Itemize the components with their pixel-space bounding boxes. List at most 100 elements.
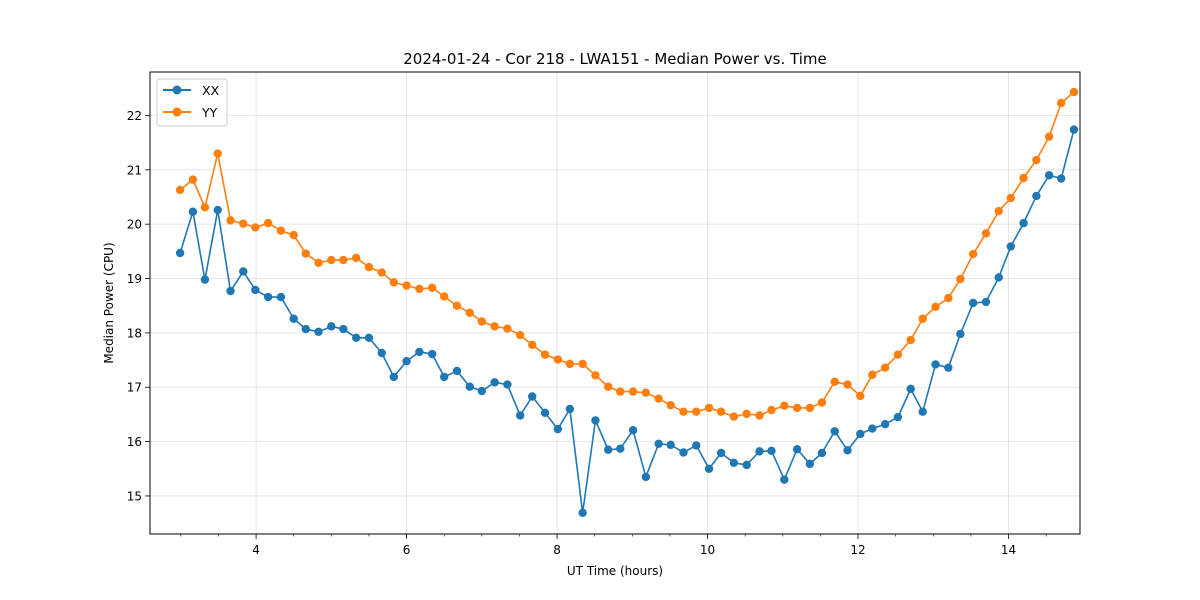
data-point-yy [805, 403, 815, 413]
data-point-yy [654, 394, 663, 403]
y-tick-label: 21 [127, 163, 142, 177]
data-point-xx [944, 363, 953, 372]
data-point-yy [931, 302, 940, 311]
y-axis-label: Median Power (CPU) [102, 242, 116, 363]
data-point-yy [503, 324, 512, 333]
legend-swatch-yy-marker [172, 107, 182, 117]
data-point-yy [780, 401, 789, 410]
data-point-yy [263, 218, 273, 228]
data-point-xx [427, 349, 437, 359]
data-point-xx [817, 448, 827, 458]
data-point-xx [314, 327, 323, 337]
y-tick-label: 18 [127, 326, 142, 340]
plot-frame [149, 71, 1081, 535]
data-point-xx [679, 448, 688, 457]
x-tick-label: 4 [252, 543, 260, 557]
data-point-yy [1044, 132, 1054, 141]
data-point-yy [188, 175, 198, 184]
y-tick-label: 22 [127, 109, 142, 123]
data-point-xx [742, 460, 751, 470]
data-point-xx [289, 314, 298, 323]
data-point-xx [591, 416, 600, 425]
data-point-yy [817, 398, 827, 407]
y-tick-label: 20 [127, 218, 142, 232]
data-point-xx [440, 372, 449, 382]
x-tick-label: 10 [700, 543, 715, 557]
data-point-yy [856, 391, 865, 401]
data-point-yy [880, 363, 890, 372]
data-point-xx [968, 298, 978, 308]
data-point-xx [805, 459, 815, 469]
data-point-xx [981, 297, 991, 307]
data-point-yy [968, 249, 978, 259]
data-point-yy [830, 377, 839, 387]
data-point-yy [553, 355, 563, 364]
axis-ticks: 4 6 8 10 12 14 15 16 17 18 19 20 21 22 [127, 109, 1047, 557]
data-point-xx [515, 411, 525, 420]
data-point-xx [641, 472, 651, 482]
data-point-xx [780, 475, 789, 484]
data-point-yy [402, 281, 411, 290]
data-point-yy [604, 382, 613, 391]
data-point-xx [628, 425, 638, 435]
data-point-xx [540, 408, 550, 417]
data-point-yy [175, 185, 185, 195]
y-tick-label: 17 [127, 381, 142, 395]
data-point-yy [226, 216, 235, 225]
data-point-xx [553, 424, 563, 434]
data-point-xx [188, 207, 198, 216]
data-point-yy [239, 219, 248, 228]
data-point-yy [251, 223, 260, 232]
x-tick-label: 6 [403, 543, 411, 557]
data-point-xx [767, 446, 776, 456]
grid-lines [150, 72, 1080, 534]
data-point-xx [604, 445, 613, 454]
data-point-xx [175, 248, 185, 258]
data-point-xx [528, 392, 537, 401]
data-point-xx [503, 380, 512, 389]
legend-swatch-xx-marker [172, 85, 182, 95]
data-point-xx [339, 324, 348, 334]
x-tick-label: 12 [850, 543, 865, 557]
data-point-yy [452, 301, 462, 310]
data-point-yy [351, 253, 361, 263]
data-point-yy [843, 380, 852, 389]
data-point-yy [364, 262, 374, 272]
chart-title: 2024-01-24 - Cor 218 - LWA151 - Median P… [403, 50, 827, 68]
data-point-yy [1019, 173, 1028, 183]
data-point-yy [565, 359, 575, 369]
data-point-xx [251, 285, 260, 295]
data-point-xx [200, 275, 210, 284]
data-point-xx [755, 447, 764, 456]
data-point-yy [692, 407, 701, 416]
data-point-yy [427, 283, 437, 292]
x-tick-label: 14 [1001, 543, 1016, 557]
data-point-xx [389, 372, 398, 382]
data-point-yy [628, 387, 638, 396]
data-point-xx [868, 424, 877, 433]
data-point-xx [1069, 125, 1079, 134]
data-point-xx [830, 427, 839, 436]
data-point-xx [226, 286, 235, 296]
data-point-yy [200, 203, 210, 212]
data-point-xx [565, 404, 575, 414]
data-point-xx [729, 458, 739, 467]
y-tick-label: 16 [127, 435, 142, 449]
data-point-xx [666, 440, 675, 450]
data-point-xx [263, 292, 273, 302]
data-point-yy [578, 359, 587, 369]
data-point-yy [755, 411, 764, 420]
y-tick-label: 19 [127, 272, 142, 286]
data-point-xx [364, 333, 374, 342]
data-point-xx [893, 412, 903, 422]
data-point-xx [1019, 218, 1028, 228]
data-point-yy [289, 230, 298, 240]
data-point-xx [906, 384, 915, 394]
data-point-xx [578, 508, 587, 517]
data-point-xx [351, 333, 361, 342]
data-point-yy [276, 226, 286, 235]
data-point-xx [276, 292, 286, 302]
data-point-xx [402, 356, 411, 366]
data-point-yy [477, 317, 487, 326]
